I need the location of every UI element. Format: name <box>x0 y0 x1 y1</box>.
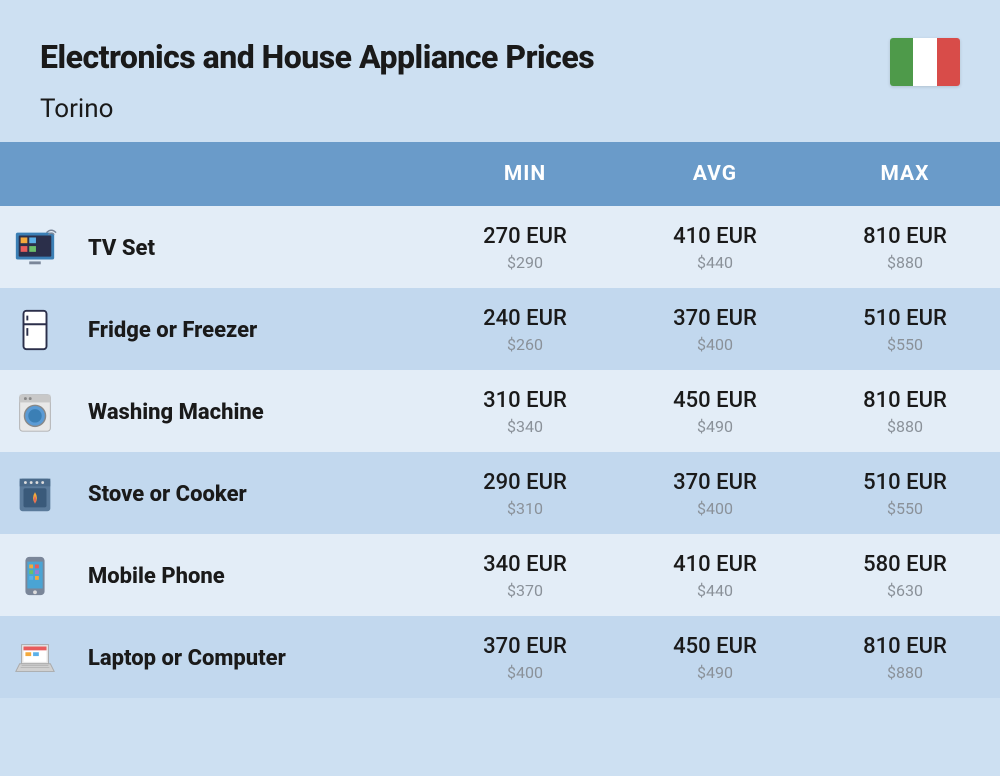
item-name: Stove or Cooker <box>70 452 430 534</box>
page-subtitle: Torino <box>40 94 960 124</box>
min-cell: 270 EUR $290 <box>430 206 620 288</box>
table-row: TV Set 270 EUR $290 410 EUR $440 810 EUR $880 <box>0 206 1000 288</box>
item-name: TV Set <box>70 206 430 288</box>
avg-eur: 450 EUR <box>630 634 800 659</box>
flag-green <box>890 38 913 86</box>
header-max: MAX <box>810 142 1000 206</box>
avg-usd: $400 <box>630 499 800 518</box>
avg-cell: 410 EUR $440 <box>620 534 810 616</box>
max-eur: 810 EUR <box>820 224 990 249</box>
min-eur: 370 EUR <box>440 634 610 659</box>
item-name: Washing Machine <box>70 370 430 452</box>
avg-cell: 410 EUR $440 <box>620 206 810 288</box>
avg-eur: 410 EUR <box>630 552 800 577</box>
max-eur: 510 EUR <box>820 470 990 495</box>
max-eur: 810 EUR <box>820 634 990 659</box>
min-eur: 290 EUR <box>440 470 610 495</box>
italy-flag-icon <box>890 38 960 86</box>
max-usd: $880 <box>820 663 990 682</box>
min-usd: $290 <box>440 253 610 272</box>
avg-usd: $490 <box>630 663 800 682</box>
max-cell: 810 EUR $880 <box>810 206 1000 288</box>
max-cell: 510 EUR $550 <box>810 288 1000 370</box>
table-row: Mobile Phone 340 EUR $370 410 EUR $440 580 EU… <box>0 534 1000 616</box>
table-header-row: MIN AVG MAX <box>0 142 1000 206</box>
table-row: Washing Machine 310 EUR $340 450 EUR $490 810… <box>0 370 1000 452</box>
max-usd: $550 <box>820 499 990 518</box>
max-eur: 510 EUR <box>820 306 990 331</box>
avg-usd: $400 <box>630 335 800 354</box>
avg-cell: 370 EUR $400 <box>620 288 810 370</box>
page-header: Electronics and House Appliance Prices T… <box>0 0 1000 142</box>
avg-cell: 450 EUR $490 <box>620 370 810 452</box>
avg-eur: 370 EUR <box>630 470 800 495</box>
avg-usd: $440 <box>630 253 800 272</box>
min-usd: $260 <box>440 335 610 354</box>
min-eur: 340 EUR <box>440 552 610 577</box>
header-icon-col <box>0 142 70 206</box>
avg-usd: $440 <box>630 581 800 600</box>
item-name: Mobile Phone <box>70 534 430 616</box>
table-row: Fridge or Freezer 240 EUR $260 370 EUR $400 5… <box>0 288 1000 370</box>
header-min: MIN <box>430 142 620 206</box>
page-title: Electronics and House Appliance Prices <box>40 38 960 76</box>
max-eur: 810 EUR <box>820 388 990 413</box>
min-cell: 240 EUR $260 <box>430 288 620 370</box>
max-cell: 810 EUR $880 <box>810 370 1000 452</box>
max-eur: 580 EUR <box>820 552 990 577</box>
max-cell: 810 EUR $880 <box>810 616 1000 698</box>
laptop-icon <box>0 616 70 698</box>
washer-icon <box>0 370 70 452</box>
fridge-icon <box>0 288 70 370</box>
flag-red <box>937 38 960 86</box>
max-usd: $630 <box>820 581 990 600</box>
table-row: Laptop or Computer 370 EUR $400 450 EUR $490… <box>0 616 1000 698</box>
min-cell: 370 EUR $400 <box>430 616 620 698</box>
tv-icon <box>0 206 70 288</box>
max-cell: 580 EUR $630 <box>810 534 1000 616</box>
avg-eur: 410 EUR <box>630 224 800 249</box>
min-eur: 240 EUR <box>440 306 610 331</box>
stove-icon <box>0 452 70 534</box>
avg-cell: 370 EUR $400 <box>620 452 810 534</box>
avg-eur: 450 EUR <box>630 388 800 413</box>
max-cell: 510 EUR $550 <box>810 452 1000 534</box>
max-usd: $880 <box>820 417 990 436</box>
min-usd: $310 <box>440 499 610 518</box>
item-name: Laptop or Computer <box>70 616 430 698</box>
min-cell: 290 EUR $310 <box>430 452 620 534</box>
header-avg: AVG <box>620 142 810 206</box>
item-name: Fridge or Freezer <box>70 288 430 370</box>
min-usd: $340 <box>440 417 610 436</box>
flag-white <box>913 38 936 86</box>
phone-icon <box>0 534 70 616</box>
max-usd: $550 <box>820 335 990 354</box>
min-cell: 310 EUR $340 <box>430 370 620 452</box>
min-usd: $370 <box>440 581 610 600</box>
prices-table: MIN AVG MAX TV Set 270 EUR $290 410 EUR $440… <box>0 142 1000 698</box>
max-usd: $880 <box>820 253 990 272</box>
table-row: Stove or Cooker 290 EUR $310 370 EUR $400 510… <box>0 452 1000 534</box>
min-usd: $400 <box>440 663 610 682</box>
header-name-col <box>70 142 430 206</box>
min-eur: 310 EUR <box>440 388 610 413</box>
min-eur: 270 EUR <box>440 224 610 249</box>
avg-cell: 450 EUR $490 <box>620 616 810 698</box>
min-cell: 340 EUR $370 <box>430 534 620 616</box>
avg-usd: $490 <box>630 417 800 436</box>
avg-eur: 370 EUR <box>630 306 800 331</box>
